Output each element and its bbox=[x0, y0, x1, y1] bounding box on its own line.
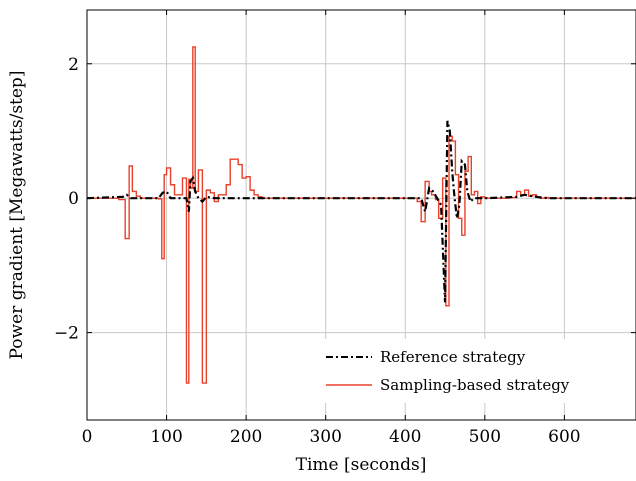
legend-box bbox=[318, 339, 614, 403]
y-tick-label: 2 bbox=[68, 55, 79, 75]
x-tick-label: 100 bbox=[150, 427, 182, 447]
x-tick-label: 200 bbox=[230, 427, 262, 447]
x-axis-title: Time [seconds] bbox=[296, 455, 427, 475]
x-tick-label: 400 bbox=[389, 427, 421, 447]
x-tick-label: 600 bbox=[548, 427, 580, 447]
x-tick-labels: 0 100 200 300 400 500 600 bbox=[82, 427, 581, 447]
x-tick-label: 0 bbox=[82, 427, 93, 447]
legend: Reference strategy Sampling-based strate… bbox=[318, 339, 614, 403]
series-line-reference bbox=[87, 120, 636, 303]
y-axis-title: Power gradient [Megawatts/step] bbox=[7, 71, 27, 360]
plot-frame bbox=[86, 9, 636, 421]
y-tick-labels: −2 0 2 bbox=[54, 55, 79, 344]
x-tick-label: 500 bbox=[469, 427, 501, 447]
y-tick-label: 0 bbox=[68, 189, 79, 209]
series-layer bbox=[87, 46, 636, 384]
tick-marks bbox=[86, 10, 636, 420]
legend-label-reference: Reference strategy bbox=[380, 348, 526, 366]
y-tick-label: −2 bbox=[54, 324, 79, 344]
legend-label-sampling: Sampling-based strategy bbox=[380, 376, 570, 394]
x-tick-label: 300 bbox=[309, 427, 341, 447]
